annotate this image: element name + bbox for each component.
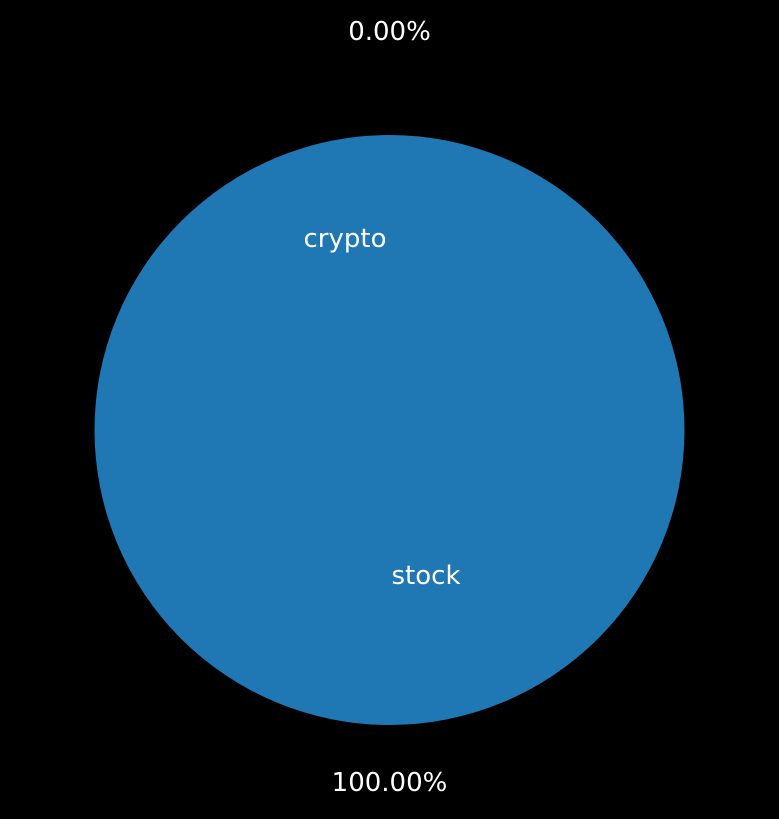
- pie-labels: crypto 0.00% stock 100.00%: [304, 17, 461, 798]
- pie-slice-stock: [94, 135, 685, 725]
- slice-percent-crypto: 0.00%: [348, 17, 431, 47]
- slice-percent-stock: 100.00%: [332, 768, 448, 798]
- slice-label-stock: stock: [392, 561, 461, 591]
- pie-slices: [94, 135, 685, 725]
- slice-label-crypto: crypto: [304, 224, 387, 254]
